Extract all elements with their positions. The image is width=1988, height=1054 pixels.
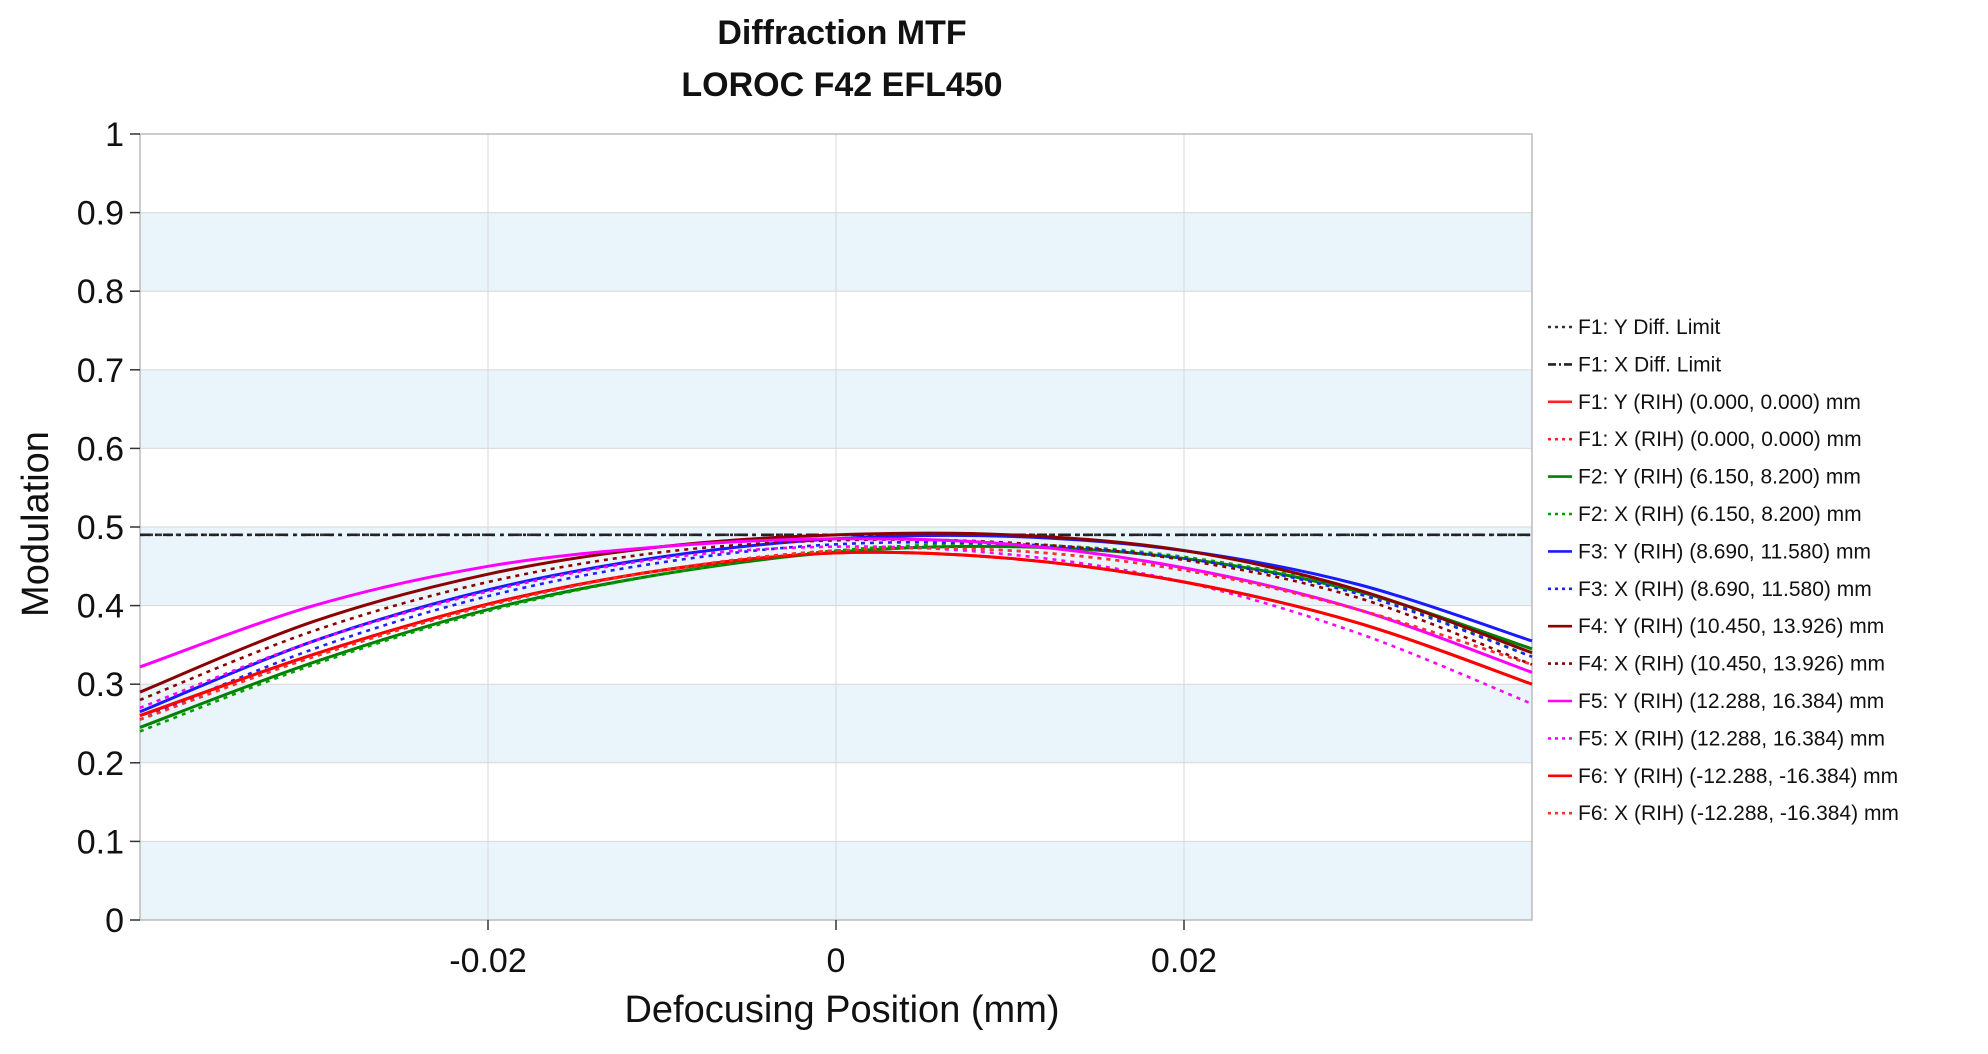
y-tick-label: 0.7 <box>77 352 124 390</box>
legend-entry: F1: Y Diff. Limit <box>1578 316 1721 339</box>
series-line-6 <box>139 542 1533 733</box>
chart-subtitle: LOROC F42 EFL450 <box>681 66 1002 104</box>
x-axis-label: Defocusing Position (mm) <box>624 989 1059 1031</box>
x-axis-ticks: -0.02 0 0.02 <box>449 920 1217 980</box>
series-line-14 <box>139 546 1533 721</box>
legend-entry: F5: X (RIH) (12.288, 16.384) mm <box>1578 727 1885 750</box>
y-axis-ticks: 0 0.1 0.2 0.3 0.4 0.5 0.6 0.7 0.8 0.9 1 <box>77 116 140 940</box>
y-tick-label: 0.9 <box>77 195 124 233</box>
y-tick-label: 0.5 <box>77 509 124 547</box>
legend-entry: F1: X (RIH) (0.000, 0.000) mm <box>1578 428 1862 451</box>
series-lines <box>139 531 1533 733</box>
legend-entry: F6: Y (RIH) (-12.288, -16.384) mm <box>1578 765 1898 788</box>
series-line-10 <box>139 538 1533 702</box>
y-tick-label: 0.1 <box>77 823 124 861</box>
legend-entry: F3: Y (RIH) (8.690, 11.580) mm <box>1578 540 1871 563</box>
legend-entry: F1: X Diff. Limit <box>1578 353 1721 376</box>
legend: F1: Y Diff. Limit F1: X Diff. Limit F1: Y … <box>1548 316 1899 825</box>
grid-lines <box>140 133 1532 921</box>
y-axis-label: Modulation <box>15 431 57 617</box>
x-tick-label: 0 <box>827 942 846 980</box>
y-tick-label: 0.2 <box>77 745 124 783</box>
chart-title: Diffraction MTF <box>717 14 966 52</box>
legend-entry: F1: Y (RIH) (0.000, 0.000) mm <box>1578 391 1861 414</box>
legend-entry: F5: Y (RIH) (12.288, 16.384) mm <box>1578 690 1884 713</box>
legend-entry: F2: X (RIH) (6.150, 8.200) mm <box>1578 503 1862 526</box>
series-line-9 <box>139 531 1533 694</box>
series-line-13 <box>139 550 1533 718</box>
x-tick-label: 0.02 <box>1151 942 1217 980</box>
y-tick-label: 0.3 <box>77 666 124 704</box>
legend-entry: F6: X (RIH) (-12.288, -16.384) mm <box>1578 802 1899 825</box>
legend-entry: F2: Y (RIH) (6.150, 8.200) mm <box>1578 466 1861 489</box>
y-tick-label: 1 <box>105 116 124 154</box>
legend-entry: F4: X (RIH) (10.450, 13.926) mm <box>1578 653 1885 676</box>
y-tick-label: 0 <box>105 902 124 940</box>
y-tick-label: 0.8 <box>77 273 124 311</box>
y-tick-label: 0.4 <box>77 588 124 626</box>
legend-entry: F4: Y (RIH) (10.450, 13.926) mm <box>1578 615 1884 638</box>
x-tick-label: -0.02 <box>449 942 527 980</box>
legend-entry: F3: X (RIH) (8.690, 11.580) mm <box>1578 578 1872 601</box>
y-tick-label: 0.6 <box>77 430 124 468</box>
series-line-8 <box>139 540 1533 721</box>
